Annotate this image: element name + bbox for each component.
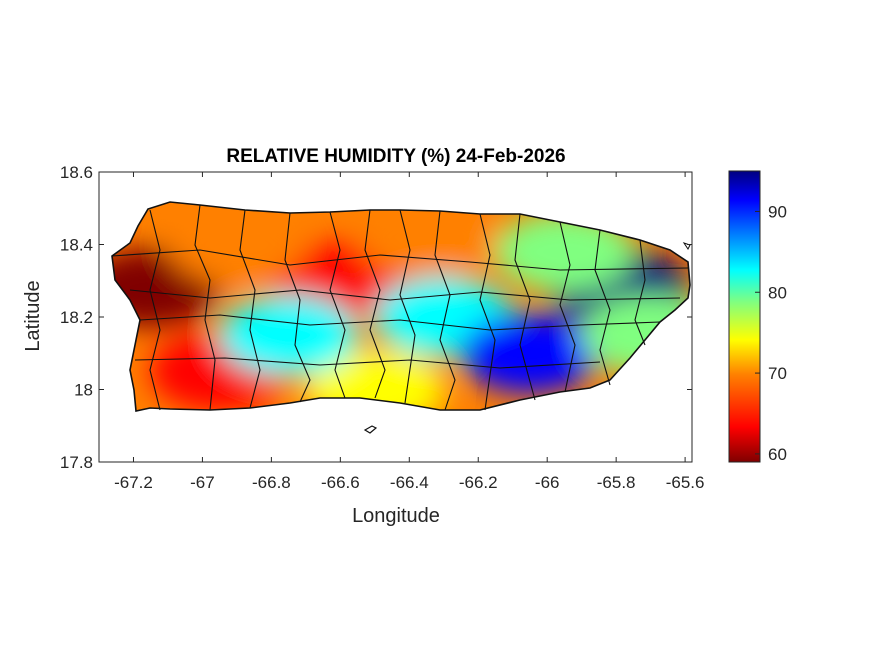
colorbar-tick-label: 60 — [768, 445, 787, 464]
y-tick-label: 18.4 — [60, 236, 93, 255]
colorbar-tick-label: 70 — [768, 364, 787, 383]
humidity-field — [112, 202, 690, 411]
colorbar-tick-label: 80 — [768, 283, 787, 302]
x-tick-label: -66.8 — [252, 473, 291, 492]
colorbar — [728, 170, 761, 463]
x-tick-label: -65.8 — [597, 473, 636, 492]
x-axis: -67.2 -67 -66.8 -66.6 -66.4 -66.2 -66 -65.8 -65.… — [114, 172, 704, 492]
x-tick-label: -66.2 — [459, 473, 498, 492]
colorbar-ticks: 90 80 70 60 — [755, 202, 787, 464]
y-tick-label: 18.6 — [60, 163, 93, 182]
municipality-borders — [111, 204, 689, 411]
y-tick-label: 18 — [74, 381, 93, 400]
y-tick-label: 18.2 — [60, 308, 93, 327]
x-tick-label: -67 — [190, 473, 215, 492]
x-tick-label: -67.2 — [114, 473, 153, 492]
colorbar-tick-label: 90 — [768, 202, 787, 221]
humidity-region-7 — [459, 313, 600, 394]
chart-title: RELATIVE HUMIDITY (%) 24-Feb-2026 — [226, 146, 565, 167]
y-tick-label: 17.8 — [60, 453, 93, 472]
caja-de-muertos-island — [363, 425, 378, 434]
humidity-region-4 — [356, 202, 497, 278]
island-coastline — [111, 201, 691, 412]
x-axis-label: Longitude — [352, 505, 440, 527]
humidity-region-11 — [218, 295, 359, 376]
y-axis-label: Latitude — [22, 280, 44, 351]
x-tick-label: -66 — [535, 473, 560, 492]
y-axis: 18.6 18.4 18.2 18 17.8 — [60, 163, 692, 472]
humidity-region-3 — [166, 204, 307, 285]
x-tick-label: -66.6 — [321, 473, 360, 492]
x-tick-label: -66.4 — [390, 473, 429, 492]
x-tick-label: -65.6 — [666, 473, 705, 492]
